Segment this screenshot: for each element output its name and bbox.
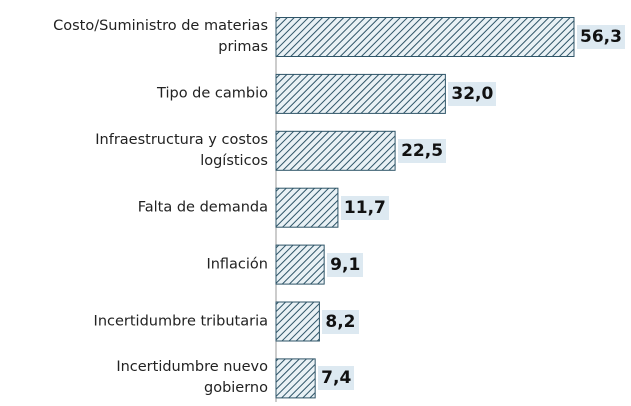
value-label: 56,3 bbox=[577, 25, 625, 49]
bar bbox=[275, 73, 446, 114]
category-label: Incertidumbre nuevo gobierno bbox=[116, 359, 268, 397]
bar bbox=[275, 17, 575, 57]
bar bbox=[275, 301, 320, 342]
category-label: Infraestructura y costos logísticos bbox=[95, 131, 268, 169]
category-label: Incertidumbre tributaria bbox=[93, 313, 268, 329]
bar bbox=[275, 130, 396, 171]
category-label: Inflación bbox=[206, 256, 268, 273]
bar bbox=[275, 187, 339, 228]
category-label: Falta de demanda bbox=[137, 199, 268, 216]
value-label: 22,5 bbox=[398, 138, 447, 163]
value-label: 9,1 bbox=[327, 252, 364, 277]
value-label: 8,2 bbox=[322, 309, 359, 334]
value-label: 11,7 bbox=[340, 195, 389, 220]
bar bbox=[275, 244, 325, 285]
value-label: 7,4 bbox=[318, 366, 355, 391]
bar bbox=[275, 358, 316, 399]
value-label: 32,0 bbox=[448, 81, 497, 106]
category-label: Tipo de cambio bbox=[157, 85, 268, 102]
category-label: Costo/Suministro de materias primas bbox=[53, 18, 268, 55]
